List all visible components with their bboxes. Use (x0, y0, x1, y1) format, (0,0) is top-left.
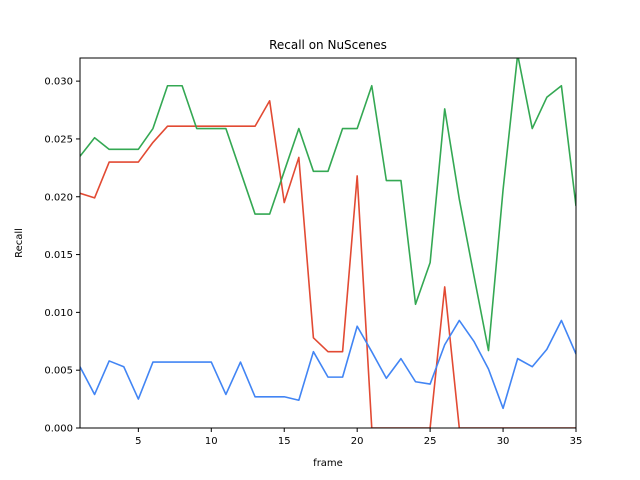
x-tick-label: 15 (278, 436, 291, 447)
y-tick-label: 0.030 (44, 77, 73, 88)
x-axis-label: frame (313, 458, 343, 469)
x-tick-label: 30 (497, 436, 510, 447)
y-tick-label: 0.015 (44, 250, 73, 261)
plot-area (79, 57, 577, 429)
x-axis-ticks: 5 10 15 20 25 30 35 (135, 428, 582, 447)
y-tick-label: 0.025 (44, 134, 73, 145)
series-line-1 (80, 99, 576, 428)
x-tick-label: 5 (135, 436, 141, 447)
x-tick-label: 35 (570, 436, 583, 447)
series-line-2 (80, 58, 576, 352)
y-tick-label: 0.005 (44, 366, 73, 377)
x-tick-label: 25 (424, 436, 437, 447)
series-layer (80, 58, 576, 428)
series-line-3 (80, 319, 576, 410)
axes-frame (79, 57, 577, 429)
x-tick-label: 10 (205, 436, 218, 447)
x-tick-label: 20 (351, 436, 364, 447)
y-tick-label: 0.020 (44, 192, 73, 203)
y-tick-label: 0.000 (44, 424, 73, 435)
y-tick-label: 0.010 (44, 308, 73, 319)
y-axis-ticks: 0.000 0.005 0.010 0.015 0.020 0.025 0.030 (44, 77, 80, 435)
chart-title: Recall on NuScenes (269, 38, 387, 52)
y-axis-label: Recall (14, 228, 25, 258)
